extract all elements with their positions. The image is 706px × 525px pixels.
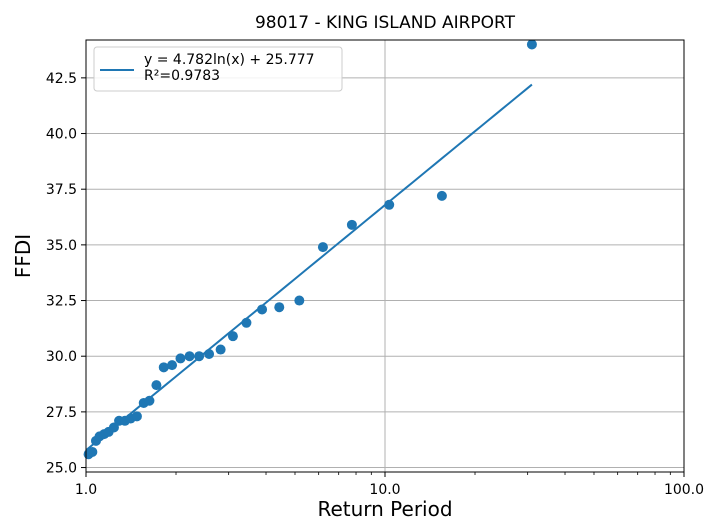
y-tick-label: 40.0 [46,127,77,143]
data-point [151,380,162,391]
legend: y = 4.782ln(x) + 25.777 R²=0.9783 [93,46,343,92]
data-point [346,219,357,230]
data-point [167,360,178,371]
legend-label: y = 4.782ln(x) + 25.777 R²=0.9783 [144,52,315,84]
data-point [436,190,447,201]
data-point [87,446,98,457]
y-tick-label: 25.0 [46,461,77,477]
y-axis-label: FFDI [11,234,35,278]
data-point [158,362,169,373]
y-tick-label: 42.5 [46,71,77,87]
x-tick-label: 10.0 [369,482,400,498]
data-point [131,411,142,422]
legend-box [93,46,343,92]
data-point [257,304,268,315]
y-tick-label: 32.5 [46,294,77,310]
chart-title: 98017 - KING ISLAND AIRPORT [255,13,516,33]
legend-label-line: y = 4.782ln(x) + 25.777 [144,52,315,68]
y-tick-label: 37.5 [46,182,77,198]
data-point [274,302,285,313]
data-point [204,348,215,359]
data-point [241,317,252,328]
data-point [144,395,155,406]
trend-line [85,83,533,452]
x-tick-label: 1.0 [75,482,97,498]
data-point [317,242,328,253]
data-point [184,351,195,362]
data-point [215,344,226,355]
data-point [194,351,205,362]
x-tick-label: 100.0 [664,482,704,498]
data-point [175,353,186,364]
x-axis-label: Return Period [317,497,452,521]
y-axis: 25.0 27.5 30.0 32.5 35.0 37.5 40.0 42.5 [46,71,86,477]
grid [85,40,685,472]
data-point [294,295,305,306]
data-points [83,39,537,460]
x-axis: 1.0 10.0 100.0 [75,472,704,498]
data-point [227,331,238,342]
y-tick-label: 35.0 [46,238,77,254]
data-point [526,39,537,50]
fit-line [85,83,533,452]
y-tick-label: 30.0 [46,349,77,365]
y-tick-label: 27.5 [46,405,77,421]
legend-label-line: R²=0.9783 [144,68,220,84]
data-point [384,199,395,210]
